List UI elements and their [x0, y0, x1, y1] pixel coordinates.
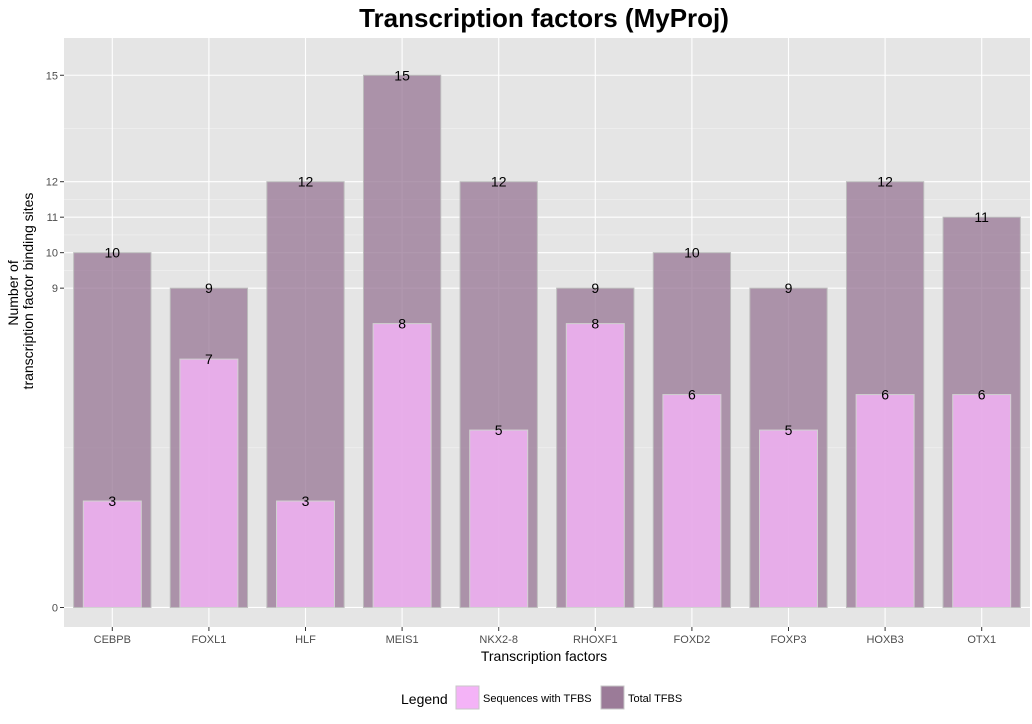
data-label-sequences: 7 [205, 351, 213, 367]
legend-swatch-sequences [455, 685, 480, 710]
x-tick-label: MEIS1 [386, 634, 419, 646]
data-label-total: 9 [205, 280, 213, 296]
y-tick-label: 9 [52, 283, 58, 295]
data-label-total: 12 [298, 174, 314, 190]
legend-title: Legend [401, 691, 448, 707]
data-label-sequences: 6 [881, 387, 889, 403]
data-label-total: 12 [877, 174, 893, 190]
x-tick-label: HLF [295, 634, 316, 646]
bar-sequences-meis1 [372, 323, 432, 608]
y-tick-label: 15 [46, 70, 58, 82]
legend-label-total: Total TFBS [628, 693, 682, 705]
data-label-sequences: 3 [108, 493, 116, 509]
data-label-total: 10 [105, 245, 121, 261]
bar-sequences-rhoxf1 [565, 323, 625, 608]
y-tick-label: 12 [46, 177, 58, 189]
y-axis-title-line-2: transcription factor binding sites [20, 193, 36, 390]
y-tick-label: 0 [52, 602, 58, 614]
data-label-total: 9 [785, 280, 793, 296]
data-label-total: 10 [684, 245, 700, 261]
axes: 0 9 10 11 12 15 CEBPB FOXL1 HLF MEIS1 NKX2-8 RHOXF1… [46, 70, 996, 646]
bar-sequences-nkx2-8 [469, 429, 529, 608]
legend: Legend Sequences with TFBS Total TFBS [401, 685, 682, 710]
x-tick-label: HOXB3 [866, 634, 903, 646]
bar-sequences-otx1 [952, 394, 1012, 608]
data-label-sequences: 5 [495, 422, 503, 438]
data-label-total: 15 [394, 67, 410, 83]
bar-sequences-foxd2 [662, 394, 722, 608]
bar-sequences-foxl1 [179, 358, 239, 608]
data-label-total: 11 [974, 209, 989, 225]
data-label-sequences: 3 [302, 493, 310, 509]
x-tick-label: FOXL1 [191, 634, 226, 646]
x-tick-label: FOXP3 [770, 634, 806, 646]
x-tick-label: RHOXF1 [573, 634, 618, 646]
x-tick-label: NKX2-8 [479, 634, 518, 646]
y-tick-label: 11 [47, 212, 58, 224]
data-label-sequences: 8 [398, 316, 406, 332]
legend-label-sequences: Sequences with TFBS [483, 693, 592, 705]
data-label-sequences: 6 [978, 387, 986, 403]
bar-sequences-hoxb3 [855, 394, 915, 608]
chart-title: Transcription factors (MyProj) [359, 3, 729, 33]
x-tick-label: FOXD2 [674, 634, 711, 646]
sequences-bars [82, 323, 1012, 608]
bar-sequences-hlf [276, 500, 335, 608]
bar-sequences-foxp3 [759, 429, 818, 608]
y-axis-title-line-1: Number of [5, 260, 21, 325]
y-tick-label: 10 [46, 248, 58, 260]
data-label-sequences: 6 [688, 387, 696, 403]
y-axis-title: Number of transcription factor binding s… [5, 193, 36, 390]
x-axis-title: Transcription factors [481, 648, 607, 664]
data-label-total: 12 [491, 174, 507, 190]
x-tick-label: CEBPB [94, 634, 131, 646]
data-label-total: 9 [591, 280, 599, 296]
data-label-sequences: 5 [785, 422, 793, 438]
data-labels: 10 3 9 7 12 3 15 8 12 5 9 8 10 6 9 5 12 6 11 6 [105, 67, 990, 509]
x-tick-label: OTX1 [967, 634, 996, 646]
bar-sequences-cebpb [82, 500, 142, 608]
data-label-sequences: 8 [591, 316, 599, 332]
legend-swatch-total [600, 685, 625, 710]
svg-text:Number of transcription: Number of transcription factor binding s… [5, 193, 36, 390]
